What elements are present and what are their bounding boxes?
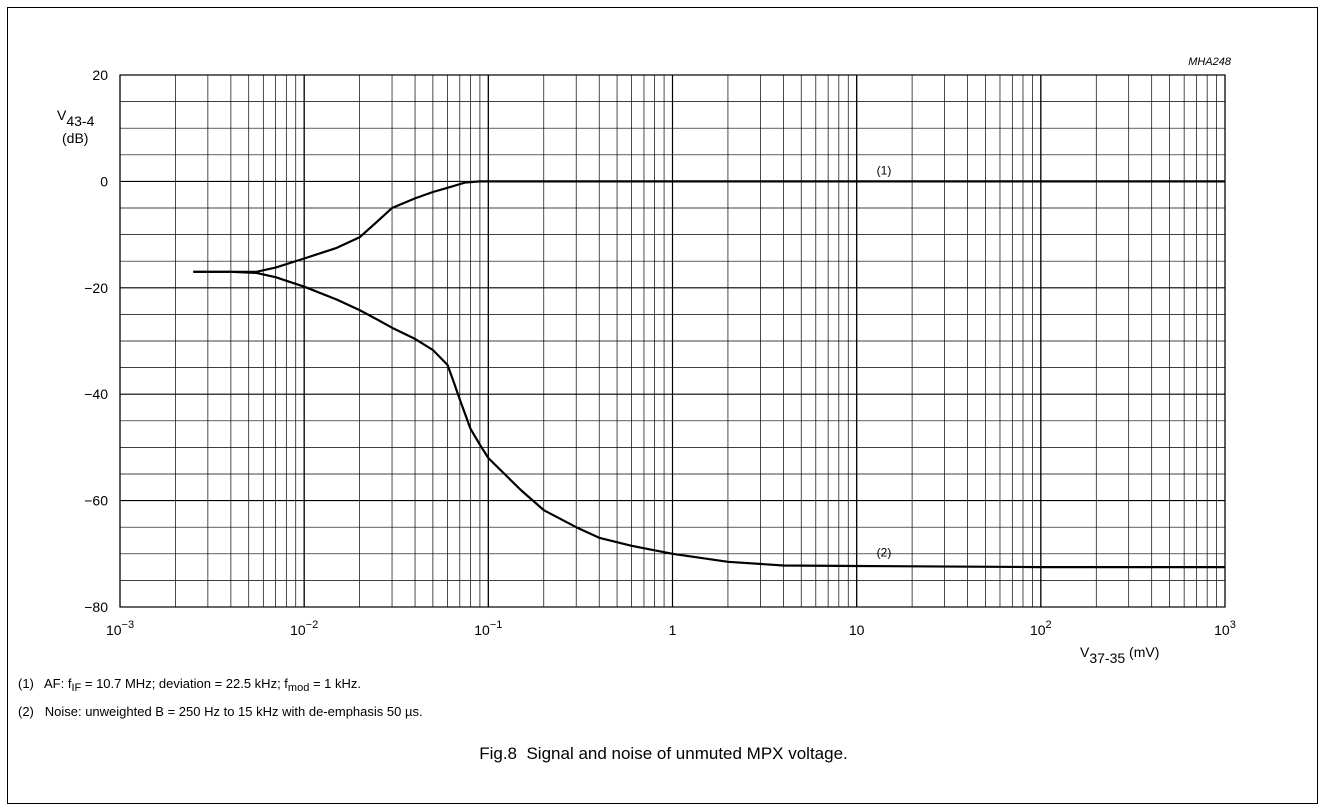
note-2: (2) Noise: unweighted B = 250 Hz to 15 k… <box>18 704 423 719</box>
note-1-text-c: = 1 kHz. <box>309 676 361 691</box>
labels-layer: (1) (2) 20 0 −20 −40 −60 −80 10−3 10−2 10−1 1 10 102 1… <box>57 56 1236 666</box>
figure-caption: Fig.8 Signal and noise of unmuted MPX vo… <box>479 744 848 763</box>
note-1-sub-mod: mod <box>287 682 310 694</box>
plot-border <box>119 74 1226 608</box>
y-axis-label: V43-4 <box>57 107 95 129</box>
figure-frame <box>7 7 1318 804</box>
grid <box>119 74 1226 608</box>
x-tick-label: 1 <box>669 622 677 638</box>
note-2-number: (2) <box>18 704 34 719</box>
x-tick-label: 102 <box>1030 619 1052 638</box>
x-tick-label: 10 <box>849 622 865 638</box>
y-axis-unit: (dB) <box>62 130 88 146</box>
y-tick-label: −40 <box>84 386 108 402</box>
x-axis-label: V37-35 (mV) <box>1080 644 1159 666</box>
note-1-sub-if: IF <box>71 682 82 694</box>
y-tick-label: −20 <box>84 280 108 296</box>
series-line-1 <box>193 180 1225 273</box>
y-tick-label: 20 <box>92 67 108 83</box>
note-1-text-a: AF: f <box>44 676 72 691</box>
x-tick-label: 10−3 <box>106 619 134 638</box>
series-label-1: (1) <box>877 163 892 177</box>
note-1-number: (1) <box>18 676 34 691</box>
note-1-text-b: = 10.7 MHz; deviation = 22.5 kHz; f <box>81 676 288 691</box>
note-2-text: Noise: unweighted B = 250 Hz to 15 kHz w… <box>44 704 423 719</box>
figure-code: MHA248 <box>1188 56 1232 68</box>
series-line-2 <box>193 270 1225 569</box>
y-tick-label: 0 <box>100 173 108 189</box>
y-tick-label: −60 <box>84 493 108 509</box>
x-tick-label: 103 <box>1214 619 1236 638</box>
y-tick-label: −80 <box>84 599 108 615</box>
series-layer <box>193 180 1225 569</box>
note-1: (1) AF: fIF = 10.7 MHz; deviation = 22.5… <box>18 676 361 694</box>
x-tick-label: 10−2 <box>290 619 318 638</box>
x-tick-label: 10−1 <box>474 619 502 638</box>
series-label-2: (2) <box>877 545 892 559</box>
